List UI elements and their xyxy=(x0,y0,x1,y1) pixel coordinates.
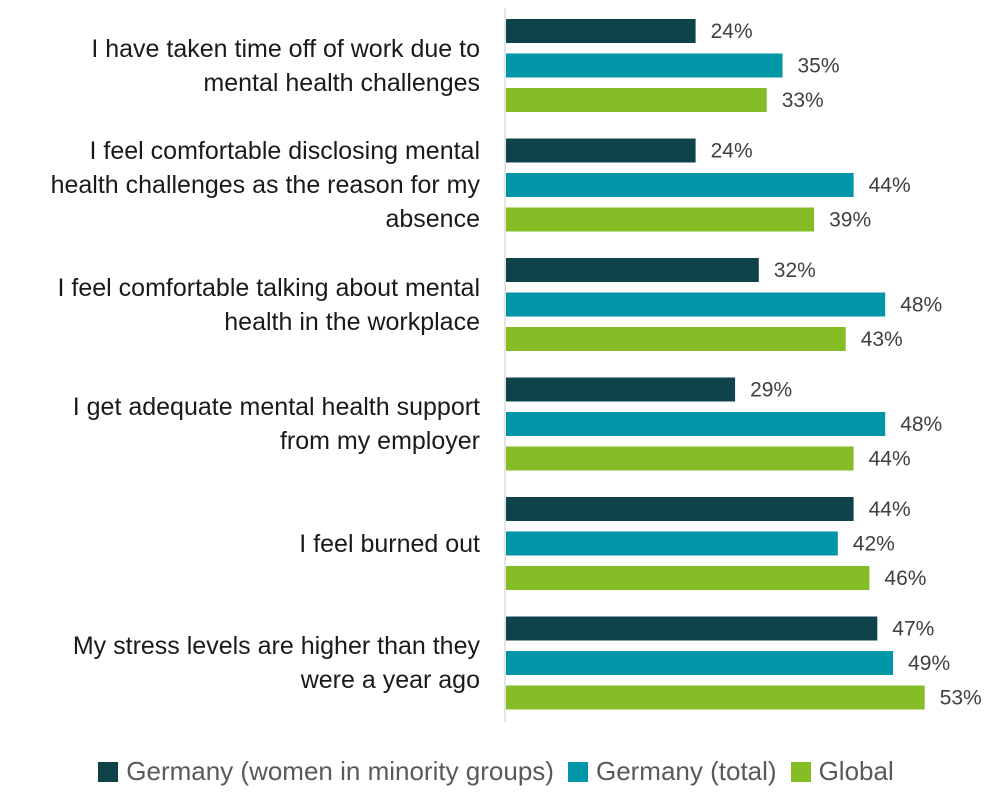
category-label-line: health challenges as the reason for my xyxy=(50,171,480,199)
bar xyxy=(506,377,736,402)
category-label-line: I feel comfortable disclosing mental xyxy=(89,137,480,165)
bar xyxy=(506,19,696,43)
bar xyxy=(506,412,886,436)
data-label: 35% xyxy=(798,55,840,78)
bar xyxy=(506,566,870,590)
category-label: I get adequate mental health support from… xyxy=(0,390,480,458)
data-label: 24% xyxy=(711,20,753,43)
bar xyxy=(506,292,886,317)
category-label-line: health in the workplace xyxy=(224,307,480,336)
data-label: 29% xyxy=(750,379,792,402)
category-label-line: absence xyxy=(385,205,480,233)
legend-swatch xyxy=(567,761,588,782)
bar xyxy=(506,53,783,78)
data-label: 44% xyxy=(869,174,911,197)
bar xyxy=(506,497,854,521)
data-label: 43% xyxy=(861,328,903,351)
legend-swatch xyxy=(790,761,811,782)
data-label: 53% xyxy=(940,687,982,710)
data-label: 42% xyxy=(853,533,895,556)
value-labels-group: 24% 35% 33% 24% 44% 39% 32% 48% 43% 29% 48% 44% 44% 4… xyxy=(711,20,982,710)
category-label-line: I have taken time off of work due to xyxy=(91,34,480,63)
bars-group xyxy=(506,19,925,710)
category-label: I feel comfortable talking about mental h… xyxy=(0,271,480,339)
category-label: I have taken time off of work due to ment… xyxy=(0,32,480,100)
category-label: I feel comfortable disclosing mental heal… xyxy=(0,134,480,236)
category-label: I feel burned out xyxy=(0,527,480,561)
category-label-line: I feel comfortable talking about mental xyxy=(57,273,480,302)
legend-item-women-minority: Germany (women in minority groups) xyxy=(98,756,554,787)
legend-label: Germany (total) xyxy=(595,756,777,786)
legend-label: Germany (women in minority groups) xyxy=(126,756,554,786)
bar xyxy=(506,531,838,556)
data-label: 33% xyxy=(782,89,824,112)
data-label: 49% xyxy=(908,652,950,675)
bar xyxy=(506,207,815,232)
data-label: 32% xyxy=(774,259,816,282)
bar xyxy=(506,138,696,163)
bar xyxy=(506,88,767,112)
data-label: 44% xyxy=(869,498,911,521)
category-label-line: from my employer xyxy=(279,427,480,455)
data-label: 46% xyxy=(884,567,926,590)
legend-swatch xyxy=(98,761,119,782)
bar xyxy=(506,616,878,641)
category-label-line: I feel burned out xyxy=(299,529,480,558)
legend-label: Global xyxy=(818,756,894,786)
bar xyxy=(506,685,925,710)
data-label: 48% xyxy=(900,294,942,317)
category-label-line: were a year ago xyxy=(300,666,480,694)
data-label: 48% xyxy=(900,413,942,436)
category-label: My stress levels are higher than they wer… xyxy=(0,629,480,697)
legend-item-germany-total: Germany (total) xyxy=(567,756,777,787)
data-label: 24% xyxy=(711,140,753,163)
data-label: 47% xyxy=(892,618,934,641)
bar xyxy=(506,446,854,471)
bar xyxy=(506,258,759,282)
data-label: 39% xyxy=(829,209,871,232)
bar xyxy=(506,327,846,351)
legend: Germany (women in minority groups) Germa… xyxy=(0,756,992,787)
category-label-line: I get adequate mental health support xyxy=(72,393,480,421)
category-label-line: My stress levels are higher than they xyxy=(72,632,480,660)
category-label-line: mental health challenges xyxy=(203,68,480,97)
bar xyxy=(506,173,854,197)
data-label: 44% xyxy=(869,448,911,471)
bar xyxy=(506,651,894,675)
legend-item-global: Global xyxy=(790,756,894,787)
